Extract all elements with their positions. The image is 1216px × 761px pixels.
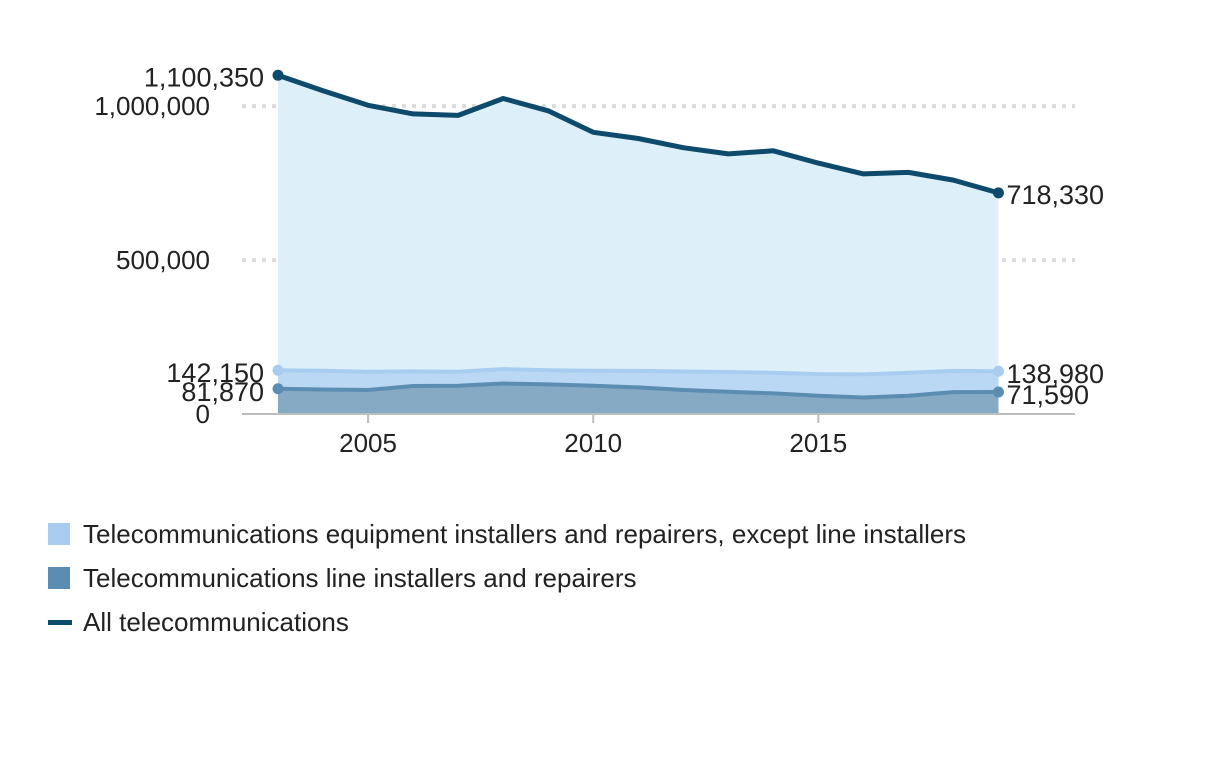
legend-swatch-line-installers (48, 567, 70, 589)
axes (242, 413, 1075, 423)
line-all-telecommunications (277, 72, 1000, 196)
legend-label-all-telecom: All telecommunications (83, 606, 349, 637)
end-point-all-telecommunications (992, 187, 1004, 199)
legend-item-all-telecom: All telecommunications (48, 600, 966, 644)
line-equipment-installers (277, 367, 999, 377)
legend-swatch-all-telecom (48, 619, 72, 625)
line-layer (272, 69, 1004, 400)
x-tick-label: 2015 (789, 428, 847, 458)
y-tick-label: 500,000 (116, 245, 210, 275)
legend-item-equipment: Telecommunications equipment installers … (48, 512, 966, 556)
chart-area: 0 500,000 1,000,000 2005 2010 2015 1,100,350 71… (94, 62, 1104, 458)
x-tick-label: 2010 (564, 428, 622, 458)
y-tick-label: 1,000,000 (94, 91, 210, 121)
label-equipment-end: 138,980 (1006, 359, 1104, 389)
start-point-equipment-installers (272, 364, 284, 376)
legend-swatch-equipment (48, 523, 70, 545)
legend-item-line-installers: Telecommunications line installers and r… (48, 556, 966, 600)
area-layer (278, 75, 999, 415)
label-total-start: 1,100,350 (144, 62, 264, 92)
start-point-line-installers (272, 383, 284, 395)
legend-label-line-installers: Telecommunications line installers and r… (83, 562, 637, 593)
area-all-telecommunications (278, 75, 999, 415)
end-point-equipment-installers (992, 365, 1004, 377)
label-total-end: 718,330 (1006, 180, 1104, 210)
start-point-all-telecommunications (272, 69, 284, 81)
end-point-line-installers (992, 386, 1004, 398)
label-line-end: 71,590 (1006, 380, 1089, 410)
label-equipment-start: 142,150 (166, 358, 264, 388)
area-line-installers (278, 383, 999, 414)
line-line-installers (277, 381, 999, 400)
y-tick-label: 0 (196, 399, 210, 429)
label-layer: 0 500,000 1,000,000 2005 2010 2015 1,100,350 71… (94, 62, 1104, 458)
legend: Telecommunications equipment installers … (48, 512, 966, 644)
legend-label-equipment: Telecommunications equipment installers … (83, 518, 966, 549)
x-tick-label: 2005 (339, 428, 397, 458)
label-line-start: 81,870 (181, 377, 264, 407)
